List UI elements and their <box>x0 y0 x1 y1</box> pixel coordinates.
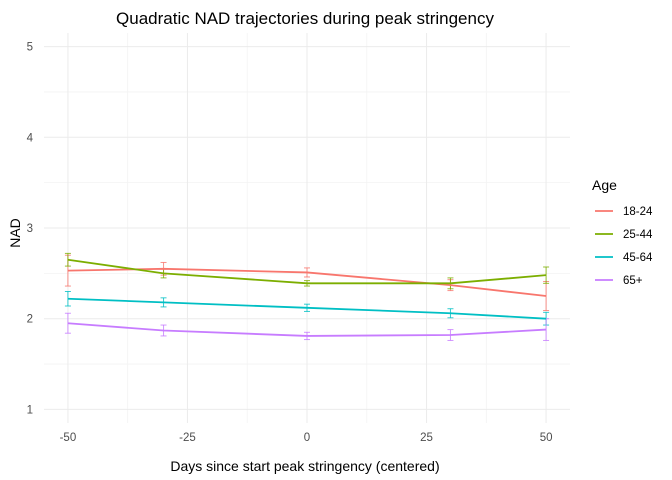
plot-grid <box>44 33 570 423</box>
x-axis-title: Days since start peak stringency (center… <box>170 458 439 474</box>
x-tick-label: 50 <box>540 432 553 444</box>
x-tick-label: 0 <box>304 432 310 444</box>
x-tick-label: -25 <box>179 432 196 444</box>
chart-title: Quadratic NAD trajectories during peak s… <box>116 9 494 28</box>
series-layer <box>64 252 550 341</box>
series-line-25-44 <box>67 258 547 285</box>
x-tick-label: -50 <box>60 432 77 444</box>
legend-label-45-64: 45-64 <box>623 252 653 264</box>
y-tick-label: 1 <box>27 404 33 416</box>
y-tick-label: 2 <box>27 314 33 326</box>
series-line-65+ <box>67 322 547 337</box>
x-axis-ticks: -50 -25 0 25 50 <box>60 432 553 444</box>
y-axis-title: NAD <box>7 218 23 248</box>
legend-title: Age <box>592 177 617 193</box>
x-tick-label: 25 <box>420 432 433 444</box>
y-tick-label: 5 <box>27 42 33 54</box>
legend-label-65+: 65+ <box>623 275 643 287</box>
y-axis-ticks: 1 2 3 4 5 <box>27 42 34 417</box>
series-line-45-64 <box>67 297 547 320</box>
legend-label-18-24: 18-24 <box>623 206 653 218</box>
legend-label-25-44: 25-44 <box>623 229 653 241</box>
y-tick-label: 4 <box>27 132 34 144</box>
legend: Age 18-24 25-44 45-64 65+ <box>592 177 653 287</box>
y-tick-label: 3 <box>27 223 33 235</box>
